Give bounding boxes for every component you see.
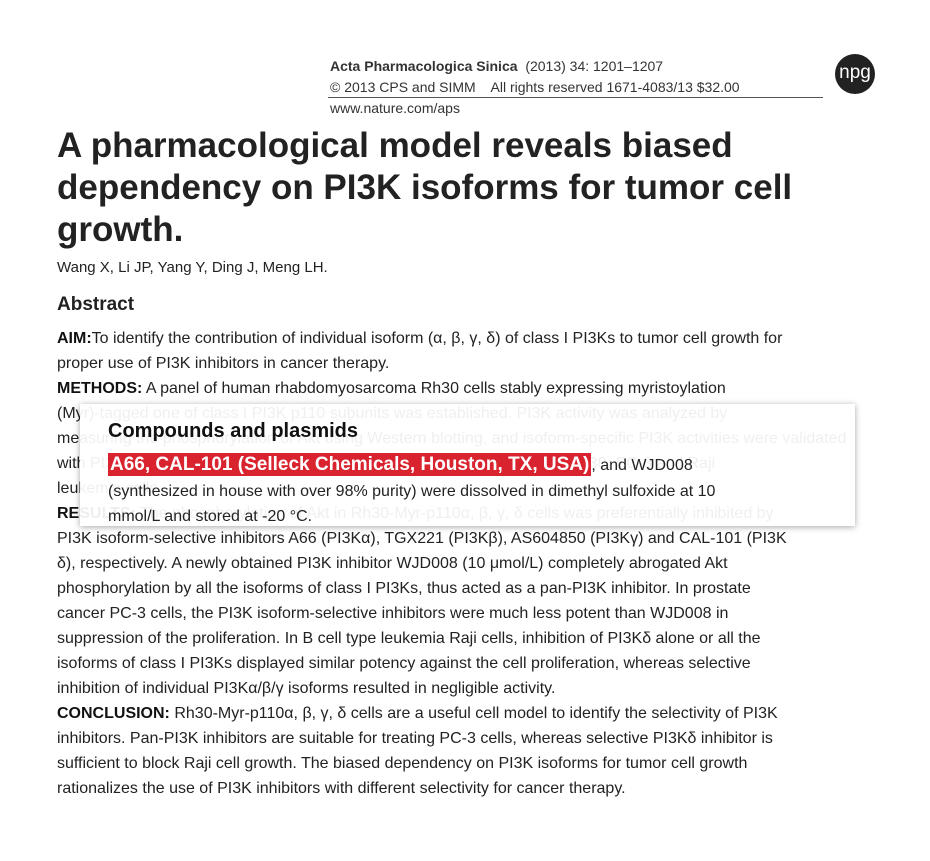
- line-text: isoforms of class I PI3Ks displayed simi…: [57, 655, 751, 672]
- abstract-line: phosphorylation by all the isoforms of c…: [57, 576, 751, 601]
- abstract-line: isoforms of class I PI3Ks displayed simi…: [57, 651, 751, 676]
- popup-line: (synthesized in house with over 98% puri…: [108, 483, 716, 500]
- section-label: CONCLUSION:: [57, 705, 170, 722]
- abstract-line: PI3K isoform-selective inhibitors A66 (P…: [57, 526, 787, 551]
- citation: (2013) 34: 1201–1207: [525, 58, 664, 74]
- abstract-line: proper use of PI3K inhibitors in cancer …: [57, 351, 389, 376]
- line-text: Rh30-Myr-p110α, β, γ, δ cells are a usef…: [169, 705, 778, 722]
- authors: Wang X, Li JP, Yang Y, Ding J, Meng LH.: [57, 259, 328, 276]
- popup-line: mmol/L and stored at -20 °C.: [108, 508, 313, 525]
- line-text: sufficient to block Raji cell growth. Th…: [57, 755, 748, 772]
- line-text: To identify the contribution of individu…: [91, 330, 783, 347]
- copyright-line: © 2013 CPS and SIMM All rights reserved …: [330, 79, 740, 95]
- line-text: inhibition of individual PI3Kα/β/γ isofo…: [57, 680, 556, 697]
- abstract-line: suppression of the proliferation. In B c…: [57, 626, 761, 651]
- line-text: A panel of human rhabdomyosarcoma Rh30 c…: [142, 380, 726, 397]
- line-text: δ), respectively. A newly obtained PI3K …: [57, 555, 728, 572]
- section-label: METHODS:: [57, 380, 143, 397]
- line-text: inhibitors. Pan-PI3K inhibitors are suit…: [57, 730, 773, 747]
- line-text: phosphorylation by all the isoforms of c…: [57, 580, 751, 597]
- popup-line: A66, CAL-101 (Selleck Chemicals, Houston…: [108, 453, 693, 476]
- abstract-line: inhibition of individual PI3Kα/β/γ isofo…: [57, 676, 555, 701]
- journal-line: Acta Pharmacologica Sinica (2013) 34: 12…: [330, 58, 663, 74]
- popup-text: , and WJD008: [591, 457, 693, 474]
- journal: Acta Pharmacologica Sinica: [330, 58, 518, 74]
- abstract-line: CONCLUSION: Rh30-Myr-p110α, β, γ, δ cell…: [57, 701, 778, 726]
- header-rule: [328, 97, 823, 98]
- abstract-line: AIM:To identify the contribution of indi…: [57, 326, 782, 351]
- abstract-line: δ), respectively. A newly obtained PI3K …: [57, 551, 728, 576]
- abstract-heading: Abstract: [57, 294, 135, 315]
- abstract-line: rationalizes the use of PI3K inhibitors …: [57, 776, 626, 801]
- title-line: dependency on PI3K isoforms for tumor ce…: [57, 168, 793, 207]
- title-line: growth.: [57, 210, 184, 249]
- highlight[interactable]: A66, CAL-101 (Selleck Chemicals, Houston…: [108, 453, 592, 476]
- line-text: rationalizes the use of PI3K inhibitors …: [57, 780, 626, 797]
- abstract-line: METHODS: A panel of human rhabdomyosarco…: [57, 376, 726, 401]
- line-text: proper use of PI3K inhibitors in cancer …: [57, 355, 390, 372]
- line-text: cancer PC-3 cells, the PI3K isoform-sele…: [57, 605, 729, 622]
- abstract-line: inhibitors. Pan-PI3K inhibitors are suit…: [57, 726, 773, 751]
- popup-heading: Compounds and plasmids: [108, 420, 359, 442]
- abstract-line: sufficient to block Raji cell growth. Th…: [57, 751, 747, 776]
- line-text: PI3K isoform-selective inhibitors A66 (P…: [57, 530, 787, 547]
- title-line: A pharmacological model reveals biased: [57, 126, 733, 165]
- copyright: © 2013 CPS and SIMM: [330, 79, 476, 95]
- npg-logo: npg: [835, 54, 875, 94]
- rights: All rights reserved 1671-4083/13 $32.00: [490, 79, 740, 95]
- popup: Compounds and plasmids A66, CAL-101 (Sel…: [80, 404, 855, 526]
- section-label: AIM:: [57, 330, 92, 347]
- line-text: suppression of the proliferation. In B c…: [57, 630, 761, 647]
- abstract-line: cancer PC-3 cells, the PI3K isoform-sele…: [57, 601, 728, 626]
- url: www.nature.com/aps: [330, 100, 460, 116]
